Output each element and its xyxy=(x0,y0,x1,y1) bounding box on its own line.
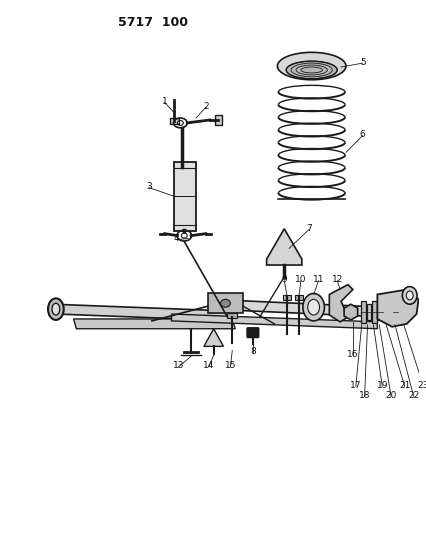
Ellipse shape xyxy=(405,291,412,300)
Text: 13: 13 xyxy=(172,361,184,370)
Polygon shape xyxy=(377,289,417,327)
Bar xyxy=(227,313,237,318)
Text: 11: 11 xyxy=(312,275,323,284)
Text: 6: 6 xyxy=(359,130,365,139)
Ellipse shape xyxy=(385,306,389,318)
Ellipse shape xyxy=(285,61,337,79)
Ellipse shape xyxy=(220,300,230,307)
Polygon shape xyxy=(266,229,301,265)
Ellipse shape xyxy=(401,287,416,304)
Text: 7: 7 xyxy=(305,224,311,233)
Text: 10: 10 xyxy=(294,275,306,284)
Bar xyxy=(207,294,242,313)
Bar xyxy=(294,295,302,300)
Text: 15: 15 xyxy=(224,361,236,370)
Ellipse shape xyxy=(277,52,345,80)
Polygon shape xyxy=(210,300,381,317)
Ellipse shape xyxy=(52,303,60,315)
Ellipse shape xyxy=(302,294,324,321)
Text: 5717  100: 5717 100 xyxy=(117,17,187,29)
Text: 5: 5 xyxy=(359,58,365,67)
Polygon shape xyxy=(328,285,352,322)
Text: 12: 12 xyxy=(331,275,342,284)
Bar xyxy=(214,115,222,125)
Text: 21: 21 xyxy=(398,381,409,390)
FancyBboxPatch shape xyxy=(246,328,258,337)
Bar xyxy=(174,162,196,231)
Ellipse shape xyxy=(307,300,319,315)
Ellipse shape xyxy=(48,298,63,320)
Polygon shape xyxy=(54,304,235,321)
Polygon shape xyxy=(171,314,377,329)
Bar xyxy=(282,295,291,300)
Text: 16: 16 xyxy=(346,350,358,359)
Polygon shape xyxy=(73,319,235,329)
Text: 19: 19 xyxy=(376,381,387,390)
Bar xyxy=(377,304,383,320)
Text: 14: 14 xyxy=(203,361,214,370)
Bar xyxy=(371,301,377,323)
Ellipse shape xyxy=(398,303,406,321)
Ellipse shape xyxy=(400,308,404,317)
Text: 18: 18 xyxy=(358,391,369,400)
Text: 2: 2 xyxy=(202,102,208,111)
Text: 4: 4 xyxy=(173,234,179,243)
Text: 23: 23 xyxy=(417,381,426,390)
Text: 3: 3 xyxy=(146,182,152,191)
Ellipse shape xyxy=(383,301,391,323)
Text: 20: 20 xyxy=(385,391,396,400)
Text: 8: 8 xyxy=(249,347,255,356)
Text: 22: 22 xyxy=(407,391,418,400)
Polygon shape xyxy=(203,329,223,346)
Bar xyxy=(366,304,371,320)
Text: 9: 9 xyxy=(281,275,286,284)
Bar xyxy=(169,118,179,124)
Text: 17: 17 xyxy=(349,381,361,390)
Bar xyxy=(392,304,397,320)
Bar xyxy=(360,301,365,323)
Text: 1: 1 xyxy=(161,97,167,106)
